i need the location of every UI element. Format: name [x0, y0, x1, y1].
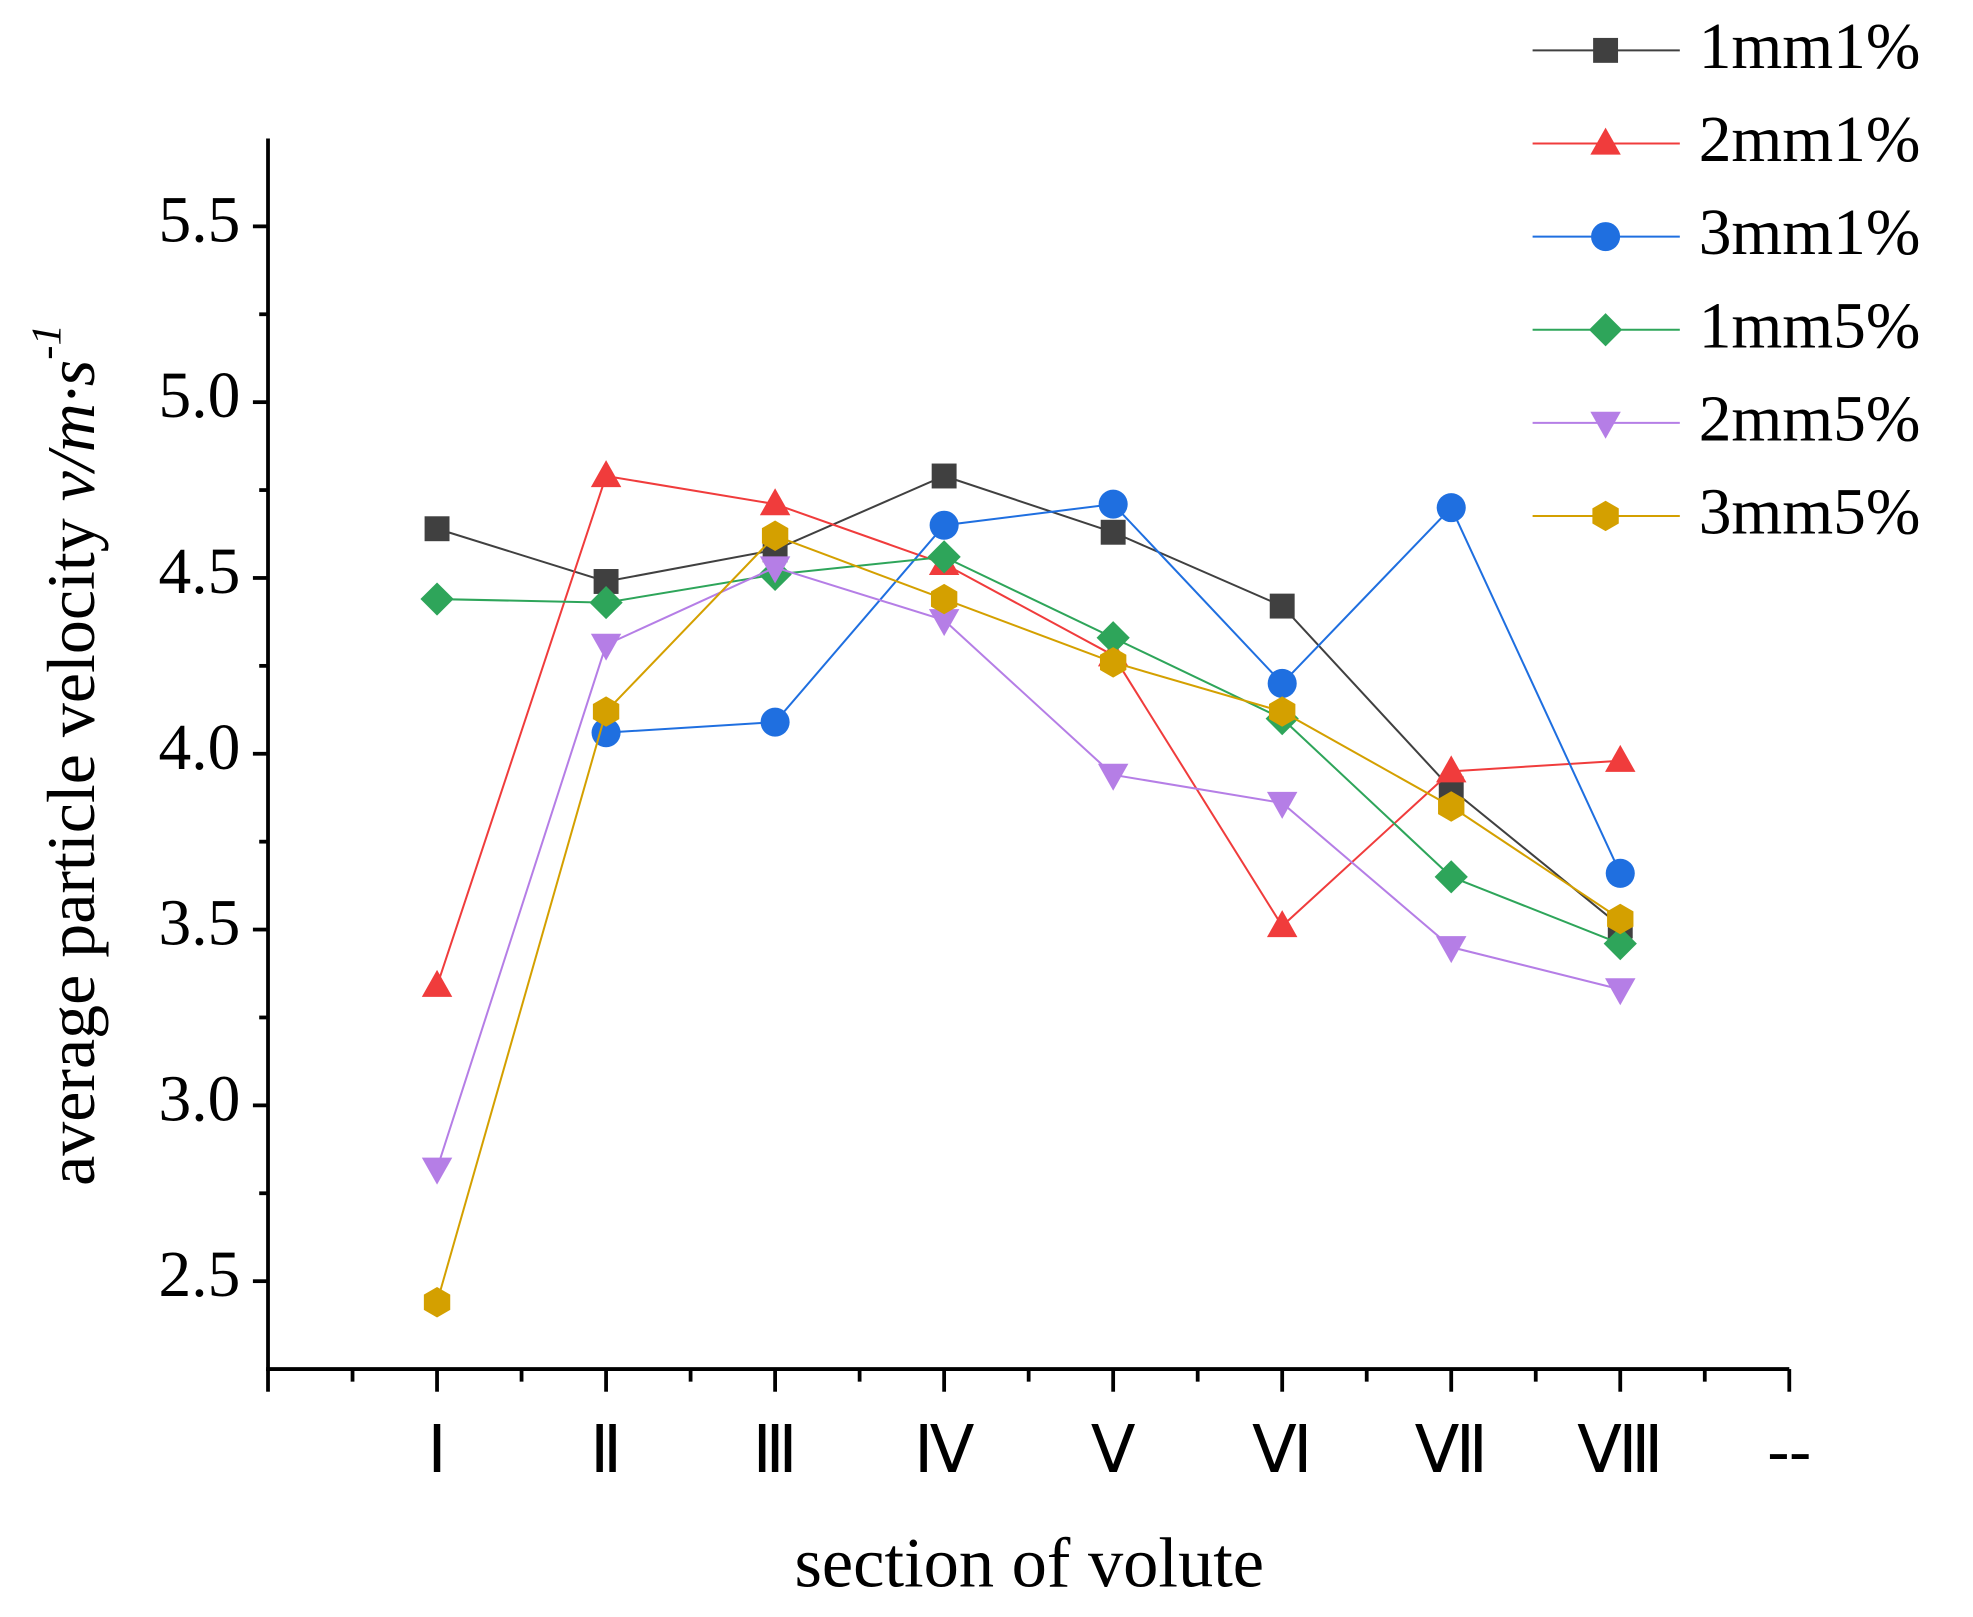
legend-label: 3mm5% [1699, 476, 1921, 548]
y-tick-label: 3.5 [159, 888, 241, 960]
x-tick-label: Ⅲ [753, 1415, 798, 1487]
marker [1098, 489, 1128, 519]
x-tick-label: Ⅰ [427, 1415, 446, 1487]
marker [1588, 313, 1623, 347]
series-line [436, 474, 1621, 987]
y-tick-label: 4.5 [159, 536, 241, 608]
marker [760, 707, 790, 737]
marker [761, 520, 789, 551]
marker [759, 488, 791, 516]
y-tick-label: 2.5 [159, 1239, 241, 1311]
marker [931, 463, 957, 489]
marker [590, 460, 622, 488]
series-line [437, 555, 1621, 945]
marker [759, 556, 791, 584]
marker [1591, 222, 1621, 252]
marker [1266, 791, 1298, 819]
marker [927, 540, 961, 574]
marker [1096, 621, 1130, 655]
marker [1590, 411, 1621, 439]
marker [1605, 744, 1636, 772]
y-tick-label: 5.5 [159, 184, 241, 256]
x-tick-label: Ⅴ [1091, 1415, 1136, 1487]
marker [1097, 763, 1129, 791]
marker [1436, 936, 1467, 964]
marker [1593, 37, 1619, 63]
y-label-unit: v/m·s [33, 360, 109, 502]
marker [1099, 647, 1127, 678]
marker [421, 969, 453, 997]
marker [424, 516, 450, 542]
marker [1100, 519, 1126, 545]
x-tick-label: Ⅶ [1415, 1415, 1488, 1487]
marker [1605, 978, 1636, 1006]
marker [1269, 593, 1295, 619]
x-tick-label: Ⅷ [1577, 1415, 1663, 1487]
y-tick-label: 4.0 [159, 712, 241, 784]
marker [1603, 927, 1637, 961]
marker [1607, 903, 1634, 935]
marker [1434, 860, 1468, 894]
x-tick-label: Ⅵ [1252, 1415, 1312, 1487]
marker [1590, 127, 1621, 155]
y-axis-label: average particle velocity v/m·s-1 [23, 324, 108, 1186]
y-tick-label: 5.0 [159, 360, 241, 432]
x-axis-label: section of volute [794, 1525, 1264, 1603]
y-label-text: average particle velocity [33, 518, 109, 1186]
y-label-exponent: -1 [23, 324, 70, 360]
marker [928, 609, 960, 637]
legend-label: 3mm1% [1699, 197, 1921, 269]
marker [420, 582, 454, 616]
marker [1267, 668, 1297, 698]
legend-label: 2mm1% [1699, 104, 1921, 176]
x-tick-label: -- [1768, 1415, 1812, 1487]
marker [1605, 858, 1635, 888]
series-line [436, 474, 1621, 927]
x-tick-label: Ⅱ [590, 1415, 622, 1487]
marker [421, 1157, 453, 1185]
series-line [436, 566, 1621, 1169]
marker [929, 510, 959, 540]
legend-label: 2mm5% [1699, 383, 1921, 455]
marker [590, 633, 622, 661]
y-tick-label: 3.0 [159, 1063, 241, 1135]
x-tick-label: Ⅳ [914, 1415, 974, 1487]
marker [1592, 500, 1619, 532]
marker [1266, 910, 1298, 938]
marker [1269, 696, 1296, 727]
marker [1438, 791, 1465, 822]
marker [423, 1287, 451, 1318]
legend-label: 1mm1% [1699, 11, 1921, 83]
legend-label: 1mm5% [1699, 290, 1921, 362]
marker [592, 696, 620, 727]
marker [930, 583, 958, 615]
marker [1436, 493, 1466, 523]
series-line [436, 534, 1621, 1303]
marker [1436, 755, 1467, 783]
